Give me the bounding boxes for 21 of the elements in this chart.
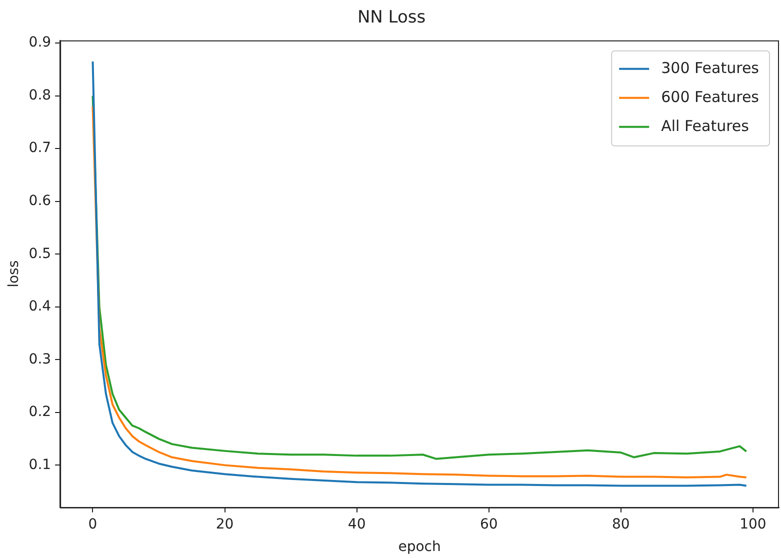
y-tick-label: 0.1: [28, 456, 52, 473]
y-tick-label: 0.7: [28, 140, 52, 156]
y-tick-label: 0.6: [28, 192, 52, 209]
x-tick-label: 40: [348, 516, 366, 532]
x-axis-title: epoch: [398, 539, 441, 556]
y-tick-label: 0.4: [28, 298, 52, 315]
legend-label: 300 Features: [661, 58, 760, 77]
y-tick-label: 0.3: [28, 351, 52, 368]
y-tick-label: 0.9: [28, 34, 52, 51]
legend-label: All Features: [661, 116, 750, 135]
y-axis-title: loss: [6, 260, 22, 288]
y-tick-label: 0.8: [28, 87, 52, 104]
x-tick-label: 20: [216, 516, 234, 532]
y-tick-label: 0.2: [28, 404, 52, 420]
x-tick-label: 80: [612, 516, 630, 532]
x-tick-label: 100: [740, 516, 766, 532]
x-tick-label: 60: [480, 516, 498, 532]
legend-label: 600 Features: [661, 88, 760, 106]
x-tick-label: 0: [88, 516, 98, 532]
y-tick-label: 0.5: [28, 246, 52, 262]
chart-title: NN Loss: [357, 8, 426, 28]
